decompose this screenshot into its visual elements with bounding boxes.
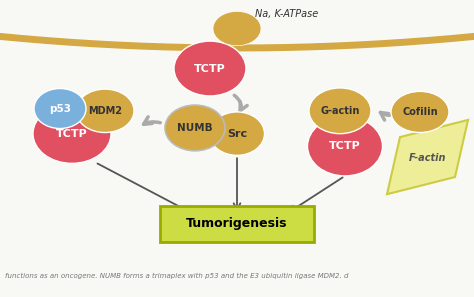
Ellipse shape (308, 116, 383, 176)
Text: NUMB: NUMB (177, 123, 213, 133)
Text: p53: p53 (49, 104, 71, 113)
Ellipse shape (309, 88, 371, 134)
Ellipse shape (391, 91, 449, 132)
Text: TCTP: TCTP (56, 129, 88, 139)
Ellipse shape (174, 41, 246, 96)
Ellipse shape (76, 89, 134, 132)
Text: functions as an oncogene. NUMB forms a trimaplex with p53 and the E3 ubiquitin l: functions as an oncogene. NUMB forms a t… (5, 273, 348, 279)
Ellipse shape (210, 112, 264, 155)
Text: TCTP: TCTP (329, 141, 361, 151)
Text: G-actin: G-actin (320, 106, 360, 116)
Text: Tumorigenesis: Tumorigenesis (186, 217, 288, 230)
Text: TCTP: TCTP (194, 64, 226, 74)
Polygon shape (387, 120, 468, 194)
Text: F-actin: F-actin (409, 153, 447, 163)
Ellipse shape (34, 89, 86, 129)
Text: MDM2: MDM2 (88, 106, 122, 116)
Ellipse shape (165, 105, 225, 151)
Ellipse shape (33, 104, 111, 163)
Text: Na, K-ATPase: Na, K-ATPase (255, 9, 318, 19)
Text: Cofilin: Cofilin (402, 107, 438, 117)
Text: Src: Src (227, 129, 247, 139)
FancyBboxPatch shape (160, 206, 314, 242)
Ellipse shape (213, 11, 261, 46)
